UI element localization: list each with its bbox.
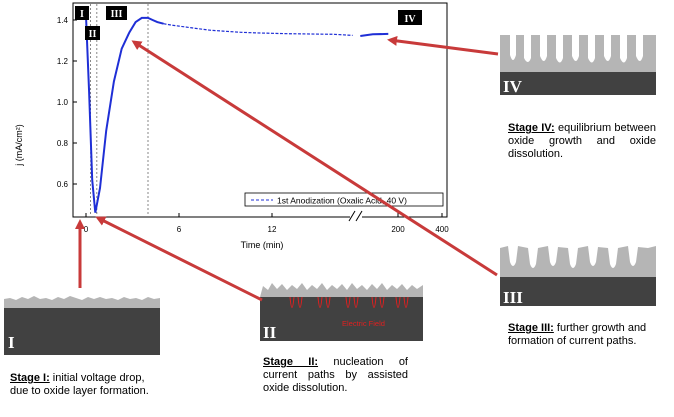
legend: 1st Anodization (Oxalic Acid, 40 V) <box>244 192 444 207</box>
x-tick-label: 6 <box>177 225 182 234</box>
caption-stage-IV-head: Stage IV: <box>508 122 555 134</box>
field-line <box>345 296 351 308</box>
caption-stage-I: Stage I: initial voltage drop, due to ox… <box>10 372 152 398</box>
arrow-stage-II <box>95 216 263 302</box>
x-tick-label: 400 <box>435 225 449 234</box>
x-tick-label: 0 <box>84 225 89 234</box>
y-tick-label: 0.6 <box>57 180 69 189</box>
caption-stage-III-head: Stage III: <box>508 322 554 334</box>
arrow-stage-III <box>131 40 498 277</box>
field-line <box>297 296 303 308</box>
series-line-plateau <box>163 23 353 36</box>
stage-label-I-box: I <box>75 6 89 20</box>
inset-stage-III: III <box>500 243 656 307</box>
field-line <box>403 296 409 308</box>
field-line <box>289 296 295 308</box>
y-axis-label: j (mA/cm²) <box>14 124 24 167</box>
inset-label-I: I <box>8 333 15 352</box>
inset-stage-II: Electric Field II <box>260 281 423 342</box>
y-ticks: 1.4 1.2 1.0 0.8 0.6 <box>57 16 77 189</box>
caption-stage-I-head: Stage I: <box>10 372 50 384</box>
stage-label-II: II <box>89 29 97 40</box>
x-tick-label: 12 <box>268 225 277 234</box>
y-tick-label: 1.0 <box>57 98 69 107</box>
field-line <box>353 296 359 308</box>
x-tick-label: 200 <box>391 225 405 234</box>
inset-label-II: II <box>263 323 277 342</box>
inset-stage-I: I <box>4 293 160 355</box>
inset-label-IV: IV <box>503 77 523 96</box>
stage-label-IV: IV <box>404 14 416 25</box>
field-line <box>325 296 331 308</box>
caption-stage-III: Stage III: further growth and formation … <box>508 322 658 348</box>
series-line-equilibrium <box>360 32 389 37</box>
caption-stage-IV: Stage IV: equilibrium between oxide grow… <box>508 122 656 161</box>
current-density-series <box>85 15 389 213</box>
axis-break-mark <box>348 210 363 222</box>
electric-field-lines <box>289 296 409 308</box>
caption-stage-II-text: nucleation of current paths by assisted … <box>263 356 408 394</box>
field-line <box>379 296 385 308</box>
caption-stage-II: Stage II: nucleation of current paths by… <box>263 356 408 395</box>
x-ticks: 0 6 12 200 400 <box>84 213 449 234</box>
y-tick-label: 0.8 <box>57 139 69 148</box>
inset-stage-IV: IV <box>500 35 656 96</box>
stage-label-II-box: II <box>85 26 100 40</box>
caption-stage-I-text: initial voltage drop, due to oxide layer… <box>10 372 149 397</box>
inset-label-III: III <box>503 288 523 307</box>
stage-label-III: III <box>111 9 123 20</box>
y-tick-label: 1.2 <box>57 57 69 66</box>
field-line <box>371 296 377 308</box>
stage-label-I: I <box>80 9 84 20</box>
plot-frame <box>72 2 448 218</box>
pointer-arrows <box>75 35 499 302</box>
legend-label: 1st Anodization (Oxalic Acid, 40 V) <box>277 196 407 206</box>
caption-stage-II-head: Stage II: <box>263 356 319 368</box>
arrow-stage-IV <box>387 35 499 56</box>
stage-label-III-box: III <box>106 6 127 20</box>
caption-stage-III-text: further growth and formation of current … <box>508 322 647 347</box>
y-tick-label: 1.4 <box>57 16 69 25</box>
x-axis-label: Time (min) <box>241 240 284 250</box>
stage-label-IV-box: IV <box>398 10 422 25</box>
electric-field-label: Electric Field <box>342 319 385 328</box>
caption-stage-IV-text: equilibrium between oxide growth and oxi… <box>508 122 657 160</box>
field-line <box>317 296 323 308</box>
series-line-rise <box>85 15 164 213</box>
field-line <box>395 296 401 308</box>
